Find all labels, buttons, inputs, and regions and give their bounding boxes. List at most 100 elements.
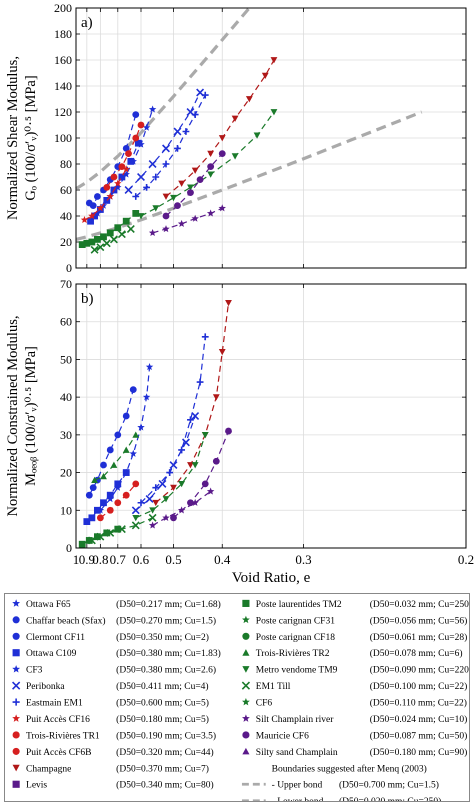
data-point [253,132,261,139]
legend-label: Metro vendome TM9 [256,666,338,676]
legend-params: (D50=0.270 mm; Cu=1.5) [116,615,216,626]
data-point [103,197,111,204]
data-point [87,217,94,225]
legend-params: (D50=0.024 mm; Cu=10) [370,714,468,725]
data-point [114,183,122,191]
data-point [94,236,101,243]
legend-entry-trois-rivi-res-tr2: Trois-Rivières TR2 (D50=0.078 mm; Cu=6) [242,648,463,659]
panel-label: a) [81,15,93,31]
data-point [122,412,130,420]
data-point [270,57,278,64]
legend-entry-poste-carignan-cf31: Poste carignan CF31 (D50=0.056 mm; Cu=56) [242,615,467,626]
legend-label: Poste carignan CF31 [256,616,335,626]
data-point [231,153,239,160]
legend-params: (D50=0.350 mm; Cu=2) [116,632,209,643]
data-point [201,333,209,341]
legend-label: Ottawa C109 [26,649,77,659]
legend-label: - Upper bond [272,781,323,791]
legend-params: (D50=0.180 mm; Cu=5) [116,714,209,725]
legend-params: (D50=0.061 mm; Cu=28) [370,632,468,643]
data-point [149,507,157,514]
legend-entry-ottawa-c109: Ottawa C109 (D50=0.380 mm; Cu=1.83) [12,648,221,659]
y-tick-label: 60 [60,315,72,329]
data-point [170,194,177,202]
data-point [187,189,194,197]
y-tick-label: 120 [54,105,72,119]
y-axis-label: Normalized Shear Modulus, [5,56,21,220]
data-point [137,499,145,507]
data-point [96,514,104,522]
legend-entry-puit-acc-s-cf16: Puit Accès CF16 (D50=0.180 mm; Cu=5) [12,714,209,725]
legend-entry-ottawa-f65: Ottawa F65 (D50=0.217 mm; Cu=1.68) [12,599,221,610]
data-point [106,506,114,514]
legend-entry-mauricie-cf6: Mauricie CF6 (D50=0.087 mm; Cu=50) [242,730,467,741]
legend-params: (D50=0.411 mm; Cu=4) [116,681,208,692]
data-point [177,506,186,514]
data-point [78,241,86,248]
legend-label: Silty sand Champlain [256,748,338,758]
figure: 020406080100120140160180200a)Normalized … [5,1,474,586]
data-point [191,214,199,222]
legend-label: Puit Accès CF6B [26,748,91,758]
series-eastmain-em1 [137,333,209,507]
data-point [127,158,135,165]
y-axis-label-formula: Mₒₑₒᵦ (100/σ′ᵥ)⁰·⁵ [MPa] [23,346,39,486]
data-point [90,245,99,254]
data-point [94,193,101,200]
data-point [80,215,89,224]
x-tick-label: 0.5 [165,552,181,567]
data-point [225,427,232,435]
x-axis-label: Void Ratio, e [232,570,311,586]
legend-params: (D50=0.180 mm; Cu=90) [370,747,468,758]
legend-entry-peribonka: Peribonka (D50=0.411 mm; Cu=4) [12,681,209,692]
legend-marker [12,681,21,690]
legend-params: (D50=0.217 mm; Cu=1.68) [116,599,221,610]
data-point [191,498,199,506]
data-point [94,533,101,541]
series-metro-vendome-tm9 [137,109,278,220]
series-silt-champlain-river [148,487,215,529]
data-point [94,506,101,514]
legend-marker [241,681,251,690]
trend-line [173,430,230,519]
panel-b: 1 0.90.8 0.7 0.6 0.5 0.4 0.3 0.2 0 10 20 30 40 50 60 70… [5,277,474,567]
data-point [118,173,126,181]
data-point [122,491,130,499]
y-tick-label: 50 [60,352,72,366]
legend-label: CF6 [256,699,273,709]
legend-boundary-lower-bond: - Lower bond (D50=0.020 mm; Cu=250) [241,796,441,802]
data-point [162,193,170,200]
trend-line [84,168,127,221]
series-silt-champlain-river [148,204,226,237]
data-point [174,202,181,210]
data-point [134,139,142,147]
legend-params: (D50=0.600 mm; Cu=5) [116,698,209,709]
data-point [88,514,96,522]
y-tick-label: 160 [54,53,72,67]
data-point [201,480,209,488]
legend-entry-cf6: CF6 (D50=0.110 mm; Cu=22) [242,698,467,709]
legend-label: Poste carignan CF18 [256,633,335,643]
trend-line [135,94,206,197]
x-tick-label: 0.6 [133,552,150,567]
x-tick-label: 0.9 [79,552,95,567]
data-point [182,128,190,135]
legend-params: (D50=0.700 mm; Cu=1.5) [339,780,439,791]
data-point [103,184,111,191]
legend-params: (D50=0.110 mm; Cu=22) [370,698,467,709]
data-point [187,416,194,424]
data-point [218,204,226,212]
legend-marker [12,632,20,640]
data-point [100,499,107,507]
trend-line [99,366,151,511]
data-point [191,412,200,420]
series-poste-laurentides-tm2 [78,525,122,548]
legend-marker [242,697,250,706]
legend-label: - Lower bond [272,797,324,802]
y-axis-label: Normalized Constrained Modulus, [5,316,21,517]
legend-label: Trois-Rivières TR2 [256,649,330,659]
data-point [218,348,226,356]
y-tick-label: 40 [60,390,72,404]
data-point [100,233,107,241]
y-tick-label: 20 [60,235,72,249]
